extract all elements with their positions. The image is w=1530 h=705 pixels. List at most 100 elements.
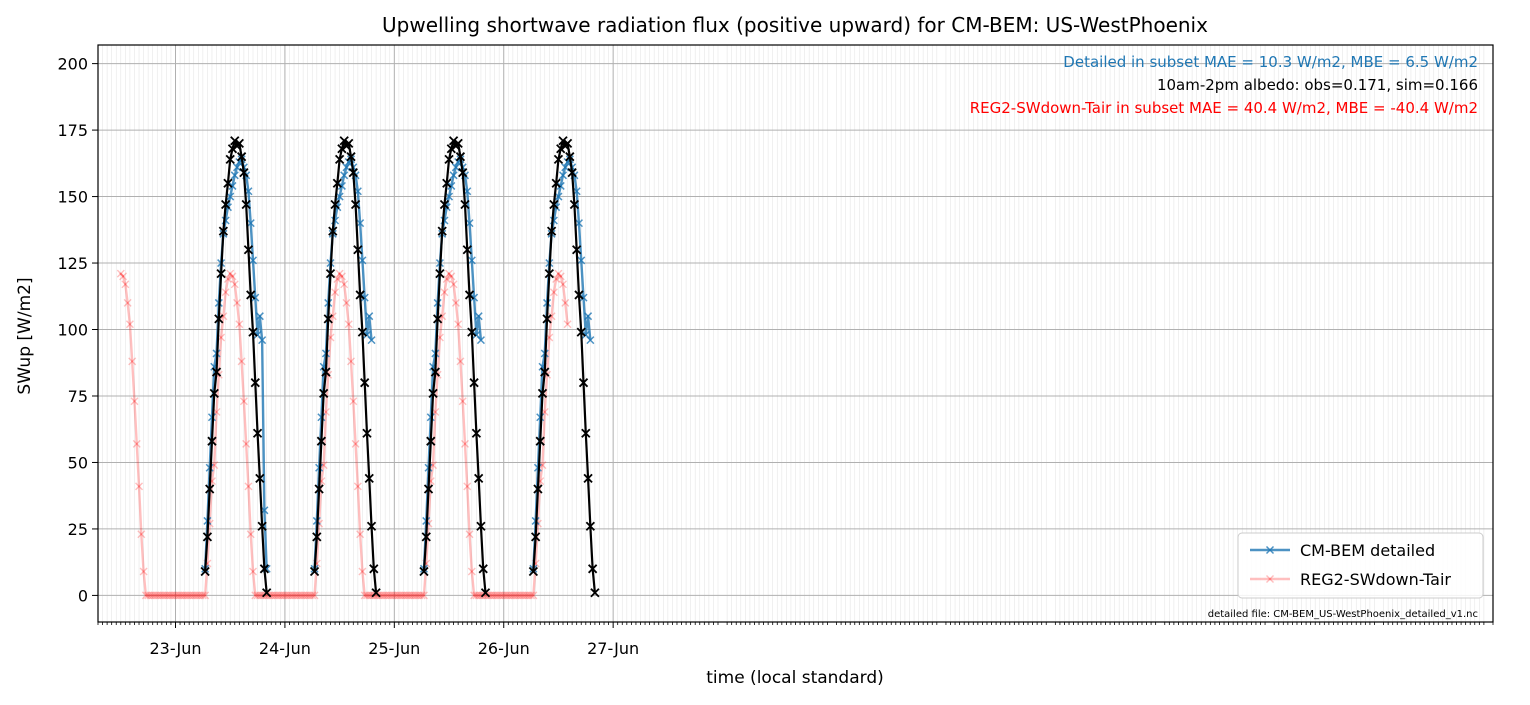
data-point <box>419 566 429 577</box>
y-tick-label: 200 <box>57 55 88 74</box>
marker-stroke <box>132 439 141 448</box>
marker-stroke <box>334 154 345 164</box>
marker-stroke <box>502 591 511 600</box>
data-point <box>171 591 180 600</box>
data-point <box>121 280 130 289</box>
data-point <box>344 138 354 149</box>
marker-stroke <box>294 591 303 600</box>
marker-stroke <box>394 591 403 600</box>
marker-stroke <box>508 591 517 600</box>
data-point <box>508 591 517 600</box>
series-line <box>313 139 378 593</box>
data-point <box>451 298 460 307</box>
marker-stroke <box>185 591 194 600</box>
marker-stroke <box>337 144 347 154</box>
data-point <box>125 320 134 329</box>
data-point <box>344 320 353 329</box>
data-point <box>465 219 474 228</box>
marker-stroke <box>219 312 228 321</box>
data-point <box>321 367 331 377</box>
footnote-filename: detailed file: CM-BEM_US-WestPhoenix_det… <box>1208 609 1478 620</box>
marker-stroke <box>406 591 415 600</box>
marker-stroke <box>303 591 312 600</box>
marker-stroke <box>448 136 459 146</box>
marker-stroke <box>128 357 137 366</box>
marker-stroke <box>444 154 454 164</box>
marker-stroke <box>499 591 508 600</box>
marker-stroke <box>255 591 264 600</box>
marker-stroke <box>490 591 499 600</box>
data-point <box>296 591 305 600</box>
marker-stroke <box>467 256 476 265</box>
data-point <box>176 591 185 600</box>
marker-stroke <box>587 564 598 574</box>
data-point <box>246 290 256 300</box>
data-point <box>456 357 465 366</box>
data-point <box>255 312 264 321</box>
data-point <box>360 591 369 600</box>
y-tick-label: 0 <box>78 586 88 605</box>
marker-stroke <box>404 591 412 600</box>
marker-stroke <box>470 293 479 302</box>
data-point <box>567 167 577 178</box>
marker-stroke <box>357 327 368 337</box>
marker-stroke <box>233 298 242 307</box>
marker-stroke <box>316 436 327 446</box>
marker-stroke <box>419 591 428 600</box>
data-point <box>180 591 189 600</box>
data-point <box>467 256 476 265</box>
marker-stroke <box>189 591 198 600</box>
data-point <box>533 484 543 494</box>
x-axis-label: time (local standard) <box>706 668 884 688</box>
data-point <box>194 591 203 600</box>
data-point <box>423 484 434 494</box>
marker-stroke <box>280 591 289 600</box>
marker-stroke <box>301 591 310 600</box>
data-point <box>584 312 593 321</box>
marker-stroke <box>141 591 150 600</box>
marker-stroke <box>460 199 470 210</box>
series-line <box>119 272 569 597</box>
marker-stroke <box>547 312 556 321</box>
marker-stroke <box>559 280 567 289</box>
marker-stroke <box>520 591 529 600</box>
marker-stroke <box>162 591 171 600</box>
data-point <box>233 298 242 307</box>
marker-stroke <box>556 272 565 281</box>
data-point <box>241 199 251 210</box>
marker-stroke <box>255 591 264 600</box>
marker-stroke <box>132 439 141 448</box>
marker-stroke <box>445 269 454 278</box>
marker-stroke <box>408 591 417 600</box>
data-point <box>467 567 476 576</box>
marker-stroke <box>406 591 415 600</box>
marker-stroke <box>535 436 545 446</box>
data-point <box>578 378 589 388</box>
marker-stroke <box>472 591 481 600</box>
series-cm-bem-detailed <box>529 155 595 573</box>
data-point <box>546 226 557 236</box>
marker-stroke <box>299 591 308 600</box>
data-point <box>333 274 342 283</box>
data-point <box>404 591 412 600</box>
marker-stroke <box>522 591 531 600</box>
marker-stroke <box>283 591 292 600</box>
marker-stroke <box>290 591 299 600</box>
data-point <box>221 199 231 210</box>
data-point <box>192 591 201 600</box>
marker-stroke <box>413 591 422 600</box>
data-point <box>476 336 485 345</box>
marker-stroke <box>274 591 283 600</box>
marker-stroke <box>337 272 346 281</box>
marker-stroke <box>362 591 371 600</box>
marker-stroke <box>227 144 238 154</box>
marker-stroke <box>153 591 162 600</box>
marker-stroke <box>529 591 538 600</box>
marker-stroke <box>460 439 469 448</box>
marker-stroke <box>365 591 374 600</box>
data-point <box>283 591 292 600</box>
chart-title: Upwelling shortwave radiation flux (posi… <box>382 13 1208 37</box>
marker-stroke <box>223 274 232 283</box>
data-point <box>353 245 363 255</box>
